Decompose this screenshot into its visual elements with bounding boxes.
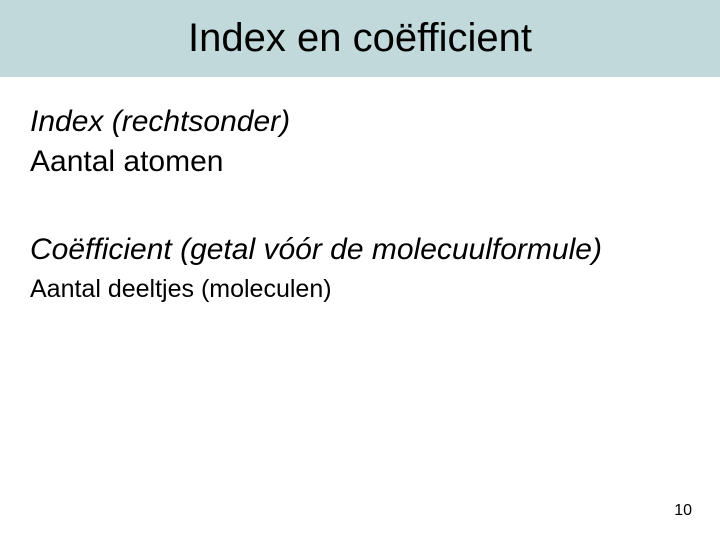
slide-content: Index (rechtsonder) Aantal atomen Coëffi… (0, 77, 720, 304)
slide-title: Index en coëfficient (188, 16, 532, 61)
page-number: 10 (674, 502, 692, 520)
section2-body: Aantal deeltjes (moleculen) (30, 275, 690, 304)
section2-heading: Coëfficient (getal vóór de molecuulformu… (30, 233, 690, 267)
title-bar: Index en coëfficient (0, 0, 720, 77)
section1-body: Aantal atomen (30, 145, 690, 179)
section1-heading: Index (rechtsonder) (30, 105, 690, 139)
